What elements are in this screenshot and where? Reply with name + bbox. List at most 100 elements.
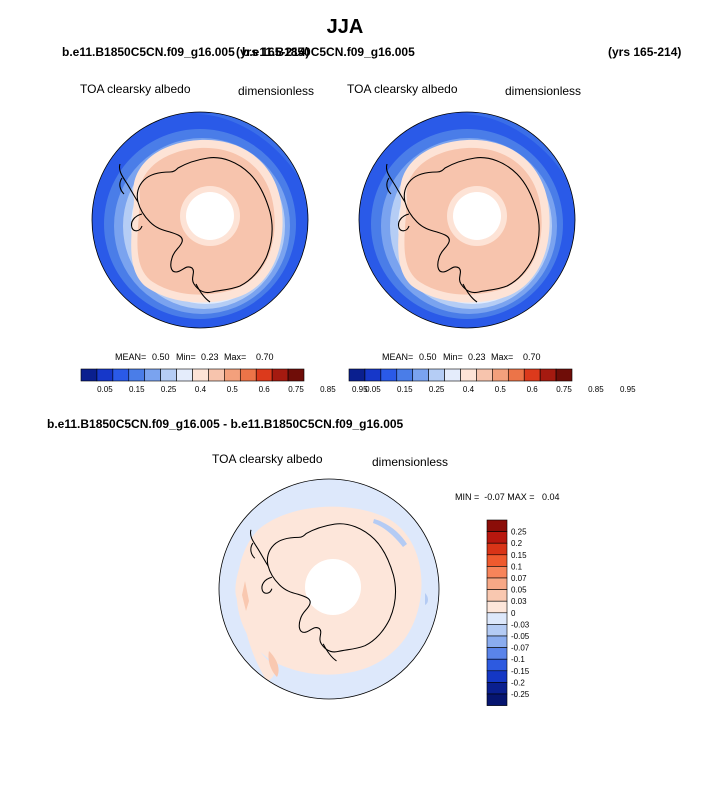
left-case-label: b.e11.B1850C5CN.f09_g16.005	[62, 45, 235, 59]
colorbar-tick-label: 0.4	[463, 385, 475, 394]
left-min-value: 0.23	[201, 352, 219, 362]
colorbar-tick-label: -0.2	[511, 678, 525, 687]
colorbar-tick-label: 0.05	[365, 385, 381, 394]
colorbar-tick-label: 0.07	[511, 574, 527, 583]
colorbar-swatch	[486, 554, 508, 567]
colorbar-tick-label: 0.25	[161, 385, 177, 394]
colorbar-swatch	[80, 368, 98, 382]
colorbar-swatch	[444, 368, 461, 382]
colorbar-swatch	[507, 368, 525, 382]
diff-colorbar: 0.25 0.2 0.15 0.1 0.07 0.05 0.03 0 -0.03 -0.05 -0.…	[486, 519, 530, 706]
colorbar-swatch	[486, 670, 508, 683]
colorbar-tick-label: 0.15	[511, 551, 527, 560]
colorbar-swatch	[192, 368, 209, 382]
colorbar-swatch	[460, 368, 477, 382]
colorbar-swatch	[486, 624, 508, 637]
colorbar-tick-label: 0.6	[527, 385, 539, 394]
colorbar-swatch	[224, 368, 241, 382]
colorbar-swatch	[348, 368, 366, 382]
right-case-label: b.e11.B1850C5CN.f09_g16.005	[242, 45, 415, 59]
colorbar-tick-label: 0.2	[511, 539, 523, 548]
colorbar-swatch	[96, 368, 114, 382]
colorbar-swatch	[486, 612, 508, 625]
diff-stats-line: MIN = -0.07 MAX = 0.04	[455, 492, 560, 502]
colorbar-swatch	[486, 658, 508, 672]
colorbar-swatch	[428, 368, 445, 382]
colorbar-swatch	[239, 368, 257, 382]
colorbar-tick-label: 0.25	[429, 385, 445, 394]
colorbar-tick-label: 0.5	[495, 385, 507, 394]
diff-map-border	[218, 478, 440, 700]
colorbar-swatch	[486, 589, 508, 602]
colorbar-swatch	[555, 368, 573, 382]
colorbar-tick-label: 0.75	[288, 385, 304, 394]
colorbar-swatch	[160, 368, 177, 382]
colorbar-swatch	[176, 368, 193, 382]
diff-variable-label: TOA clearsky albedo	[212, 452, 323, 466]
colorbar-tick-label: -0.25	[511, 690, 530, 699]
colorbar-swatch	[476, 368, 493, 382]
left-colorbar: 0.05 0.15 0.25 0.4 0.5 0.6 0.75 0.85 0.95	[80, 368, 368, 394]
colorbar-tick-label: 0.05	[97, 385, 113, 394]
season-title: JJA	[326, 16, 364, 38]
colorbar-swatch	[396, 368, 414, 382]
diff-units-label: dimensionless	[372, 455, 449, 469]
colorbar-tick-label: 0.85	[320, 385, 336, 394]
right-albedo-map	[359, 112, 575, 328]
colorbar-tick-label: 0.1	[511, 562, 523, 571]
colorbar-swatch	[486, 682, 508, 695]
left-years-label: (yrs 165-214)	[236, 45, 310, 59]
colorbar-swatch	[112, 368, 130, 382]
colorbar-swatch	[380, 368, 398, 382]
right-colorbar: 0.05 0.15 0.25 0.4 0.5 0.6 0.75 0.85 0.95	[348, 368, 636, 394]
colorbar-swatch	[486, 577, 508, 590]
colorbar-tick-label: -0.03	[511, 620, 530, 629]
left-min-label: Min=	[176, 352, 196, 362]
colorbar-swatch	[486, 635, 508, 648]
colorbar-swatch	[412, 368, 429, 382]
colorbar-swatch	[486, 519, 508, 532]
colorbar-swatch	[486, 566, 508, 579]
colorbar-tick-label: 0.03	[511, 597, 527, 606]
colorbar-tick-label: -0.07	[511, 644, 530, 653]
left-albedo-map	[92, 112, 308, 328]
right-mean-label: MEAN=	[382, 352, 414, 362]
left-max-label: Max=	[224, 352, 247, 362]
colorbar-tick-label: 0.15	[129, 385, 145, 394]
right-map-border	[358, 111, 576, 329]
colorbar-tick-label: 0.95	[620, 385, 636, 394]
colorbar-swatch	[364, 368, 382, 382]
right-mean-value: 0.50	[419, 352, 437, 362]
colorbar-swatch	[492, 368, 509, 382]
colorbar-tick-label: -0.1	[511, 655, 525, 664]
colorbar-tick-label: 0.6	[259, 385, 271, 394]
colorbar-swatch	[523, 368, 541, 382]
colorbar-swatch	[208, 368, 225, 382]
right-years-label: (yrs 165-214)	[608, 45, 682, 59]
diff-title: b.e11.B1850C5CN.f09_g16.005 - b.e11.B185…	[47, 417, 404, 431]
left-mean-label: MEAN=	[115, 352, 147, 362]
colorbar-swatch	[486, 647, 508, 660]
colorbar-swatch	[486, 542, 508, 556]
colorbar-tick-label: 0.15	[397, 385, 413, 394]
colorbar-swatch	[271, 368, 289, 382]
colorbar-tick-label: 0.95	[352, 385, 368, 394]
colorbar-tick-label: 0.75	[556, 385, 572, 394]
colorbar-swatch	[539, 368, 557, 382]
colorbar-tick-label: 0.5	[227, 385, 239, 394]
right-units-label: dimensionless	[505, 84, 582, 98]
left-map-border	[91, 111, 309, 329]
colorbar-tick-label: 0.05	[511, 586, 527, 595]
right-min-label: Min=	[443, 352, 463, 362]
colorbar-tick-label: -0.05	[511, 632, 530, 641]
difference-map	[219, 479, 439, 699]
right-max-label: Max=	[491, 352, 514, 362]
left-max-value: 0.70	[256, 352, 274, 362]
colorbar-swatch	[128, 368, 146, 382]
colorbar-swatch	[287, 368, 305, 382]
colorbar-tick-label: 0.25	[511, 528, 527, 537]
right-variable-label: TOA clearsky albedo	[347, 82, 458, 96]
colorbar-tick-label: 0	[511, 609, 516, 618]
colorbar-tick-label: -0.15	[511, 667, 530, 676]
right-min-value: 0.23	[468, 352, 486, 362]
